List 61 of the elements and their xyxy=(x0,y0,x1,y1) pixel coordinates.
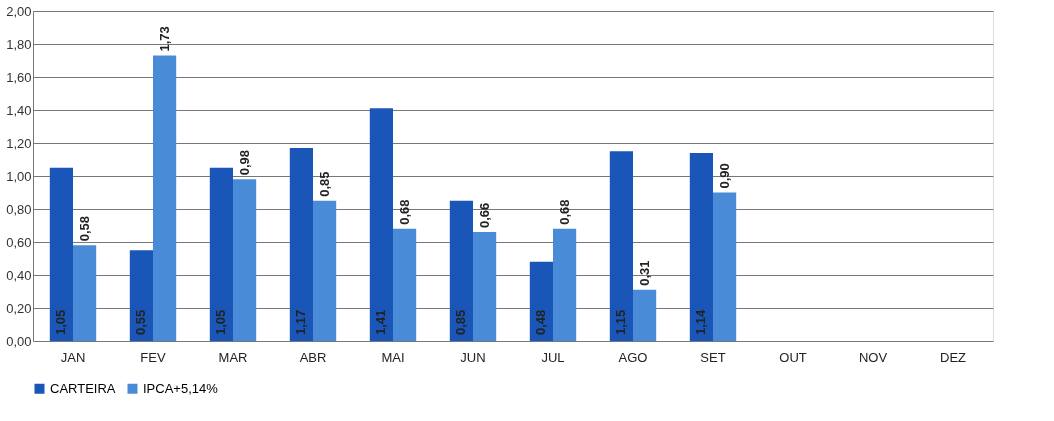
bar xyxy=(713,192,737,341)
y-tick-label: 0,00 xyxy=(6,333,32,349)
x-tick-label: MAR xyxy=(218,349,248,365)
x-tick-label: MAI xyxy=(381,349,405,365)
bar xyxy=(553,228,577,341)
data-label: 0,68 xyxy=(556,199,572,225)
bar xyxy=(473,232,497,341)
x-tick-label: SET xyxy=(700,349,726,365)
data-label: 0,55 xyxy=(133,309,149,335)
data-label: 0,58 xyxy=(76,215,92,242)
data-label: 0,85 xyxy=(453,309,469,335)
bar xyxy=(129,250,153,341)
data-label: 0,48 xyxy=(533,309,549,335)
bar xyxy=(209,167,233,341)
bar xyxy=(633,289,657,341)
y-tick-label: 0,60 xyxy=(6,234,32,250)
x-tick-label: FEV xyxy=(140,349,166,365)
y-tick-label: 1,60 xyxy=(6,69,32,85)
y-tick-label: 1,00 xyxy=(6,168,32,184)
data-label: 1,41 xyxy=(373,309,389,335)
x-tick-label: OUT xyxy=(779,349,807,365)
bar xyxy=(689,152,713,341)
data-label: 1,73 xyxy=(156,26,172,52)
bar xyxy=(233,179,257,341)
bar xyxy=(449,200,473,341)
legend-label: CARTEIRA xyxy=(50,380,116,396)
y-tick-label: 1,40 xyxy=(6,102,32,118)
y-tick-label: 0,20 xyxy=(6,300,32,316)
data-label: 1,17 xyxy=(293,309,309,335)
x-tick-label: NOV xyxy=(858,349,888,365)
data-label: 0,31 xyxy=(636,260,652,286)
x-tick-label: DEZ xyxy=(940,349,967,365)
x-tick-label: JAN xyxy=(60,349,86,365)
bar xyxy=(529,261,553,341)
data-label: 1,14 xyxy=(693,308,709,335)
data-label: 0,66 xyxy=(476,202,492,229)
y-tick-label: 2,00 xyxy=(6,3,32,19)
data-label: 0,98 xyxy=(236,149,252,176)
bar xyxy=(369,108,393,341)
data-label: 1,05 xyxy=(53,309,69,335)
data-label: 0,85 xyxy=(316,171,332,197)
bar xyxy=(153,55,177,341)
data-label: 1,15 xyxy=(613,309,629,335)
x-tick-label: ABR xyxy=(299,349,327,365)
y-tick-label: 0,40 xyxy=(6,267,32,283)
x-tick-label: JUN xyxy=(460,349,486,365)
data-label: 0,90 xyxy=(716,163,732,189)
x-tick-label: JUL xyxy=(541,349,565,365)
bar xyxy=(289,147,313,341)
y-tick-label: 1,80 xyxy=(6,36,32,52)
y-tick-label: 1,20 xyxy=(6,135,32,151)
bar xyxy=(393,228,417,341)
data-label: 0,68 xyxy=(396,199,412,225)
x-tick-label: AGO xyxy=(618,349,648,365)
y-tick-label: 0,80 xyxy=(6,201,32,217)
bar xyxy=(313,200,337,341)
bar xyxy=(73,245,97,341)
bar xyxy=(609,151,633,341)
data-label: 1,05 xyxy=(213,309,229,335)
bar xyxy=(49,167,73,341)
legend-label: IPCA+5,14% xyxy=(143,380,219,396)
